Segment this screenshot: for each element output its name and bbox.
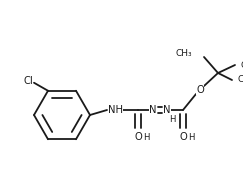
Text: O: O: [196, 85, 204, 95]
Text: CH₃: CH₃: [175, 49, 192, 58]
Text: H: H: [143, 132, 149, 142]
Text: CH₃: CH₃: [240, 60, 243, 70]
Text: H: H: [169, 115, 175, 125]
Text: O: O: [179, 132, 187, 142]
Text: CH₃: CH₃: [237, 75, 243, 85]
Text: NH: NH: [107, 105, 122, 115]
Text: Cl: Cl: [23, 76, 33, 86]
Text: H: H: [188, 132, 194, 142]
Text: O: O: [134, 132, 142, 142]
Text: N: N: [149, 105, 157, 115]
Text: N: N: [163, 105, 171, 115]
